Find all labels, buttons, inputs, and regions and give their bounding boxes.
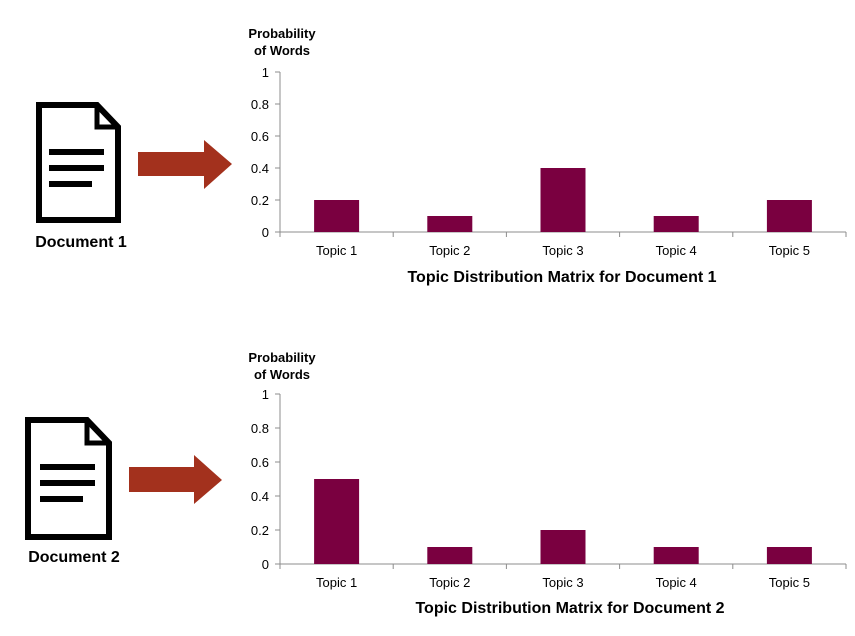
bar-2 xyxy=(427,216,473,232)
x-category-label: Topic 5 xyxy=(769,243,810,258)
chart-2-ylabel-line2: of Words xyxy=(254,367,310,382)
y-tick-label: 0.2 xyxy=(251,523,269,538)
x-category-label: Topic 5 xyxy=(769,575,810,590)
bar-5 xyxy=(766,547,812,564)
document-2-line-icon xyxy=(40,480,95,486)
y-tick-label: 0.2 xyxy=(251,193,269,208)
x-category-label: Topic 1 xyxy=(316,575,357,590)
document-1-group: Document 1 xyxy=(35,102,127,251)
chart-document-1: Probability of Words 0 0.2 0.4 0.6 0.8 1 Topi… xyxy=(248,26,847,286)
bar-1 xyxy=(314,479,360,564)
chart-1-y-ticks: 0 0.2 0.4 0.6 0.8 1 xyxy=(251,65,280,240)
document-2-fold-icon xyxy=(84,420,109,446)
bar-3 xyxy=(540,168,586,232)
document-1-fold-icon xyxy=(94,105,118,130)
arrow-1-icon xyxy=(138,140,232,189)
document-2-line-icon xyxy=(40,496,83,502)
y-tick-label: 0.8 xyxy=(251,97,269,112)
bar-5 xyxy=(766,200,812,232)
document-1-line-icon xyxy=(49,149,104,155)
document-2-label: Document 2 xyxy=(28,549,120,566)
chart-2-ylabel-line1: Probability xyxy=(248,350,316,365)
document-2-icon xyxy=(25,417,112,540)
chart-1-ylabel-line1: Probability xyxy=(248,26,316,41)
x-category-label: Topic 2 xyxy=(429,243,470,258)
chart-2-y-ticks: 0 0.2 0.4 0.6 0.8 1 xyxy=(251,387,280,572)
y-tick-label: 0.8 xyxy=(251,421,269,436)
chart-1-ylabel-line2: of Words xyxy=(254,43,310,58)
y-tick-label: 0 xyxy=(262,225,269,240)
x-category-label: Topic 4 xyxy=(656,575,697,590)
document-1-line-icon xyxy=(49,181,92,187)
y-tick-label: 1 xyxy=(262,387,269,402)
chart-2-bars xyxy=(314,479,812,564)
chart-1-categories: Topic 1 Topic 2 Topic 3 Topic 4 Topic 5 xyxy=(279,232,847,258)
y-tick-label: 0.6 xyxy=(251,129,269,144)
chart-2-title: Topic Distribution Matrix for Document 2 xyxy=(415,600,724,617)
chart-document-2: Probability of Words 0 0.2 0.4 0.6 0.8 1 Topi… xyxy=(248,350,847,617)
y-tick-label: 0.6 xyxy=(251,455,269,470)
document-2-line-icon xyxy=(40,464,95,470)
document-2-group: Document 2 xyxy=(25,417,120,566)
y-tick-label: 0 xyxy=(262,557,269,572)
y-tick-label: 0.4 xyxy=(251,489,269,504)
x-category-label: Topic 3 xyxy=(542,243,583,258)
y-tick-label: 0.4 xyxy=(251,161,269,176)
arrow-2-icon xyxy=(129,455,222,504)
x-category-label: Topic 3 xyxy=(542,575,583,590)
x-category-label: Topic 1 xyxy=(316,243,357,258)
bar-1 xyxy=(314,200,360,232)
bar-4 xyxy=(653,547,699,564)
bar-3 xyxy=(540,530,586,564)
x-category-label: Topic 2 xyxy=(429,575,470,590)
x-category-label: Topic 4 xyxy=(656,243,697,258)
document-1-line-icon xyxy=(49,165,104,171)
document-1-label: Document 1 xyxy=(35,234,127,251)
chart-1-title: Topic Distribution Matrix for Document 1 xyxy=(407,269,716,286)
y-tick-label: 1 xyxy=(262,65,269,80)
bar-2 xyxy=(427,547,473,564)
chart-1-bars xyxy=(314,168,812,232)
document-1-icon xyxy=(36,102,121,223)
bar-4 xyxy=(653,216,699,232)
chart-2-categories: Topic 1 Topic 2 Topic 3 Topic 4 Topic 5 xyxy=(279,564,847,590)
